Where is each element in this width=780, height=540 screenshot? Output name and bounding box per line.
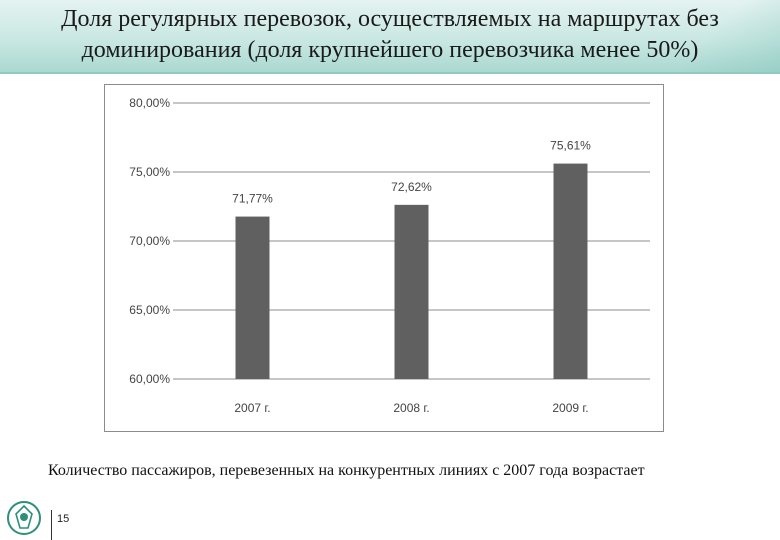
slide-title: Доля регулярных перевозок, осуществляемы… — [61, 6, 719, 63]
header-band — [0, 0, 780, 74]
y-tick-label: 60,00% — [129, 372, 170, 386]
bar — [394, 204, 429, 379]
header-divider — [0, 72, 780, 74]
header-accent — [670, 0, 780, 74]
y-tick-label: 70,00% — [129, 234, 170, 248]
emblem-icon — [7, 501, 41, 535]
category-label: 2009 г. — [552, 401, 588, 415]
y-tick-label: 75,00% — [129, 165, 170, 179]
chart-frame: 60,00% 65,00% 70,00% 75,00% 80,00% 71,77% 2007… — [104, 84, 664, 432]
page-number: 15 — [57, 513, 70, 525]
bar — [235, 216, 270, 379]
chart-caption: Количество пассажиров, перевезенных на к… — [48, 462, 645, 479]
data-label: 72,62% — [391, 180, 432, 194]
category-label: 2007 г. — [234, 401, 270, 415]
y-tick-label: 80,00% — [129, 96, 170, 110]
footer-divider — [51, 510, 52, 540]
bar-chart: 60,00% 65,00% 70,00% 75,00% 80,00% 71,77% 2007… — [129, 96, 650, 415]
bar — [553, 163, 588, 379]
category-label: 2008 г. — [393, 401, 429, 415]
data-label: 71,77% — [232, 192, 273, 206]
data-label: 75,61% — [550, 139, 591, 153]
y-tick-label: 65,00% — [129, 303, 170, 317]
